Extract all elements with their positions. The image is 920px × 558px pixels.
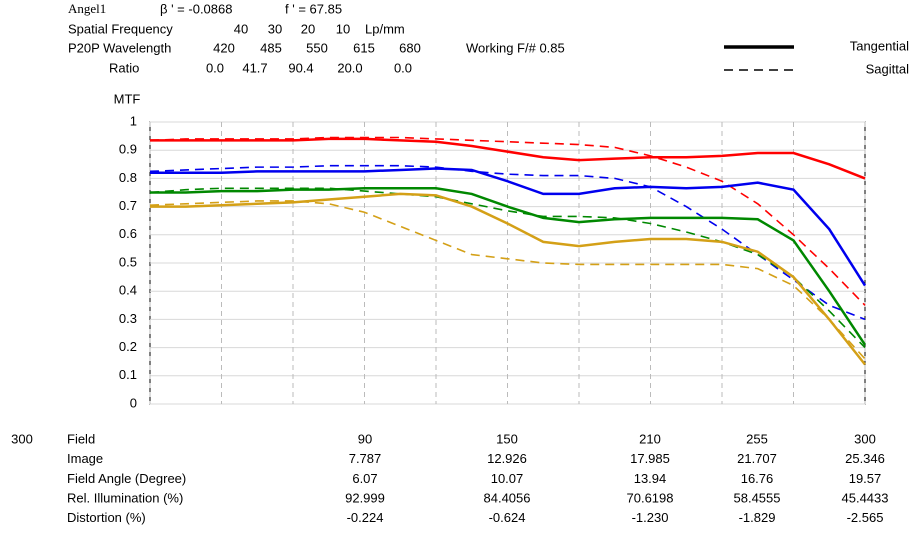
legend-label: Sagittal [866, 61, 909, 76]
y-tick-label: 0.6 [119, 226, 137, 241]
cell: -2.565 [847, 510, 884, 525]
row-label: Image [67, 451, 103, 466]
mtf-curve [149, 187, 866, 349]
cell: 70.6198 [627, 491, 674, 506]
frequency: 20 [301, 21, 315, 36]
y-tick-label: 0.7 [119, 198, 137, 213]
wavelength: 550 [306, 40, 328, 55]
mtf-curve [149, 200, 866, 360]
mtf-curve [149, 136, 866, 306]
cell: 25.346 [845, 451, 885, 466]
table-corner: 300 [11, 431, 33, 446]
cell: 84.4056 [484, 491, 531, 506]
cell: 300 [854, 431, 876, 446]
cell: 210 [639, 431, 661, 446]
cell: 19.57 [849, 471, 882, 486]
cell: 90 [358, 431, 372, 446]
wavelength-label: P20P Wavelength [68, 40, 171, 55]
frequency-label: Spatial Frequency [68, 21, 173, 36]
frequency-unit: Lp/mm [365, 21, 405, 36]
y-tick-label: 1 [130, 113, 137, 128]
frequency: 30 [268, 21, 282, 36]
cell: 13.94 [634, 471, 667, 486]
cell: 45.4433 [842, 491, 889, 506]
cell: 6.07 [352, 471, 377, 486]
frequency: 40 [234, 21, 248, 36]
mtf-curve [150, 167, 867, 287]
y-axis-title: MTF [114, 91, 141, 106]
cell: 21.707 [737, 451, 777, 466]
cell: 255 [746, 431, 768, 446]
wavelength: 615 [353, 40, 375, 55]
beta: β ' = -0.0868 [160, 1, 232, 16]
cell: -0.624 [489, 510, 526, 525]
y-tick-label: 0.2 [119, 339, 137, 354]
cell: -1.829 [739, 510, 776, 525]
ratio: 41.7 [242, 60, 267, 75]
y-tick-label: 0.1 [119, 367, 137, 382]
y-tick-label: 0.5 [119, 254, 137, 269]
y-tick-label: 0.4 [119, 283, 137, 298]
row-label: Distortion (%) [67, 510, 146, 525]
wavelength: 420 [213, 40, 235, 55]
ratio: 0.0 [394, 60, 412, 75]
fnumber: Working F/# 0.85 [466, 40, 565, 55]
focal: f ' = 67.85 [285, 1, 342, 16]
cell: 150 [496, 431, 518, 446]
y-tick-label: 0.3 [119, 311, 137, 326]
cell: -1.230 [632, 510, 669, 525]
cell: 92.999 [345, 491, 385, 506]
cell: 17.985 [630, 451, 670, 466]
ratio: 20.0 [337, 60, 362, 75]
cell: 12.926 [487, 451, 527, 466]
mtf-curve [150, 192, 866, 366]
y-tick-label: 0.9 [119, 142, 137, 157]
row-label: Field [67, 431, 95, 446]
mtf-curve [150, 137, 866, 180]
wavelength: 680 [399, 40, 421, 55]
cell: 10.07 [491, 471, 524, 486]
ratio-label: Ratio [109, 60, 139, 75]
cell: 58.4555 [734, 491, 781, 506]
cell: 16.76 [741, 471, 774, 486]
wavelength: 485 [260, 40, 282, 55]
y-tick-label: 0.8 [119, 170, 137, 185]
row-label: Rel. Illumination (%) [67, 491, 183, 506]
legend-label: Tangential [850, 38, 909, 53]
y-tick-label: 0 [130, 395, 137, 410]
frequency: 10 [336, 21, 350, 36]
ratio: 0.0 [206, 60, 224, 75]
lens-name: Angel1 [68, 1, 106, 16]
cell: 7.787 [349, 451, 382, 466]
cell: -0.224 [347, 510, 384, 525]
mtf-curve [150, 187, 867, 346]
row-label: Field Angle (Degree) [67, 471, 186, 486]
ratio: 90.4 [288, 60, 313, 75]
